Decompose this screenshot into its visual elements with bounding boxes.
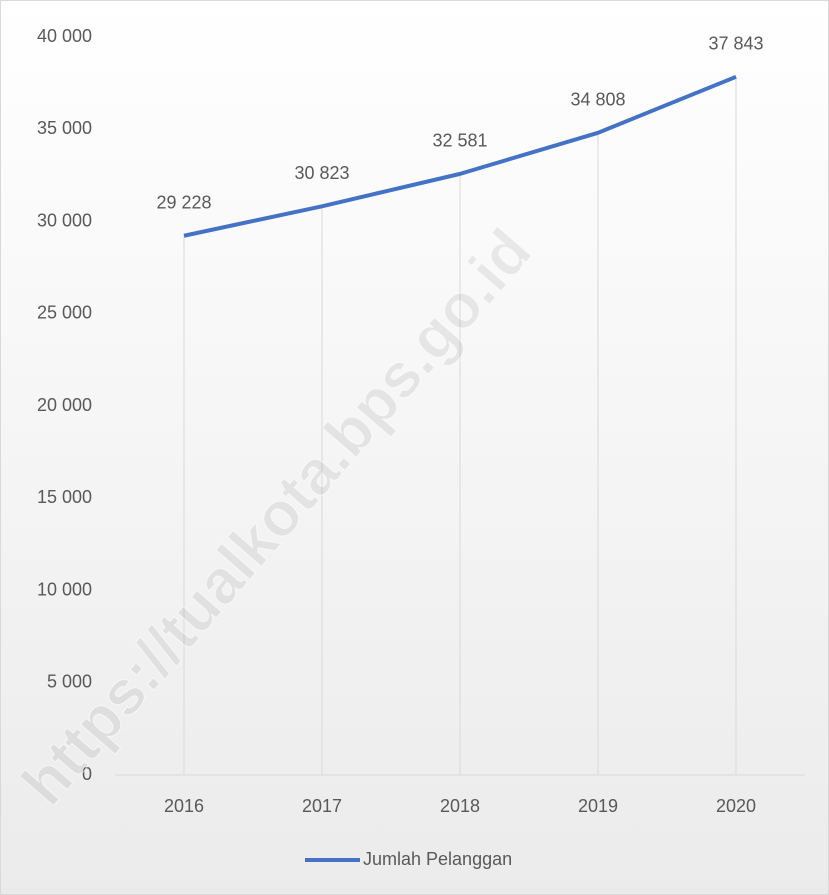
legend-label: Jumlah Pelanggan: [363, 849, 512, 869]
x-tick-label: 2020: [716, 796, 756, 816]
y-tick-label: 20 000: [37, 395, 92, 415]
x-tick-label: 2016: [164, 796, 204, 816]
y-tick-label: 5 000: [47, 672, 92, 692]
x-tick-label: 2018: [440, 796, 480, 816]
data-label: 32 581: [432, 131, 487, 151]
y-tick-label: 30 000: [37, 210, 92, 230]
y-tick-label: 25 000: [37, 303, 92, 323]
y-tick-label: 35 000: [37, 118, 92, 138]
y-tick-label: 0: [82, 764, 92, 784]
x-tick-label: 2019: [578, 796, 618, 816]
data-label: 29 228: [156, 192, 211, 212]
data-label: 37 843: [708, 34, 763, 54]
series-line: [183, 74, 737, 238]
y-tick-label: 15 000: [37, 487, 92, 507]
data-label: 30 823: [294, 163, 349, 183]
data-label: 34 808: [570, 90, 625, 110]
y-tick-label: 40 000: [37, 26, 92, 46]
x-tick-label: 2017: [302, 796, 342, 816]
y-tick-label: 10 000: [37, 579, 92, 599]
